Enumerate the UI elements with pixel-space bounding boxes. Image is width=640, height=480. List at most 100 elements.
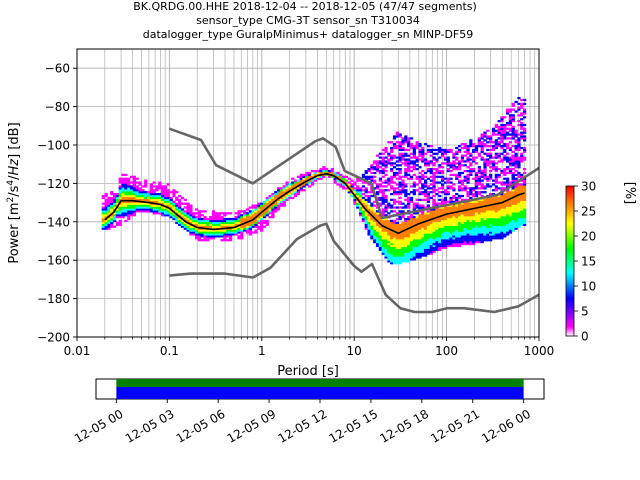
psd-cell (472, 150, 476, 153)
psd-cell (489, 173, 493, 177)
psd-cell (517, 198, 521, 201)
psd-availability-bar (116, 387, 524, 399)
psd-cell (514, 162, 518, 165)
psd-cell (203, 239, 207, 242)
psd-cell (358, 179, 363, 182)
psd-cell (110, 191, 114, 194)
psd-cell (395, 252, 399, 255)
psd-cell (511, 104, 515, 107)
psd-cell (491, 227, 496, 230)
psd-cell (350, 194, 354, 198)
psd-cell (508, 216, 513, 219)
psd-cell (407, 246, 411, 249)
psd-cell (460, 179, 465, 182)
psd-cell (508, 231, 513, 234)
psd-cell (107, 196, 111, 200)
psd-cell (112, 214, 117, 217)
psd-cell (223, 235, 227, 238)
psd-cell (449, 217, 453, 221)
psd-cell (449, 204, 453, 207)
psd-cell (446, 150, 450, 153)
psd-cell (390, 219, 394, 223)
psd-cell (347, 177, 351, 180)
psd-cell (418, 250, 422, 253)
psd-cell (115, 208, 120, 211)
psd-cell (503, 131, 507, 134)
psd-cell (511, 204, 515, 207)
psd-cell (387, 179, 391, 182)
psd-cell (401, 175, 405, 178)
psd-cell (189, 217, 193, 221)
psd-cell (469, 242, 473, 246)
psd-cell (466, 179, 470, 182)
psd-cell (240, 229, 244, 232)
psd-cell (474, 194, 479, 198)
psd-cell (421, 152, 425, 155)
psd-cell (118, 187, 122, 190)
psd-cell (429, 227, 433, 230)
psd-cell (511, 173, 515, 177)
psd-cell (449, 241, 453, 244)
psd-cell (503, 137, 507, 140)
psd-cell (378, 185, 383, 188)
psd-cell (489, 223, 493, 226)
psd-cell (197, 210, 202, 213)
psd-cell (401, 216, 405, 219)
psd-cell (291, 193, 295, 196)
psd-cell (112, 196, 117, 200)
psd-cell (412, 233, 416, 236)
psd-cell (305, 175, 309, 178)
psd-cell (497, 120, 501, 123)
psd-cell (409, 217, 414, 221)
psd-cell (426, 216, 431, 219)
psd-cell (494, 162, 498, 165)
psd-cell (511, 127, 515, 130)
psd-cell (217, 217, 221, 221)
psd-cell (291, 196, 295, 200)
psd-cell (175, 212, 179, 215)
psd-cell (457, 216, 462, 219)
psd-cell (455, 173, 459, 177)
psd-cell (480, 150, 484, 153)
psd-cell (486, 148, 490, 152)
psd-cell (163, 194, 168, 198)
psd-cell (472, 229, 476, 232)
psd-cell (517, 141, 521, 144)
psd-cell (361, 175, 366, 178)
psd-cell (375, 187, 380, 190)
psd-cell (517, 102, 521, 105)
psd-cell (407, 143, 411, 146)
psd-cell (149, 208, 153, 211)
psd-cell (472, 212, 476, 215)
psd-cell (268, 194, 272, 198)
psd-cell (401, 254, 405, 257)
psd-cell (200, 229, 204, 232)
psd-cell (189, 206, 193, 209)
psd-cell (421, 212, 425, 215)
psd-cell (390, 156, 394, 159)
psd-cell (299, 181, 303, 184)
psd-cell (424, 248, 428, 251)
psd-cell (421, 206, 425, 209)
psd-cell (217, 223, 221, 226)
psd-cell (491, 212, 496, 215)
psd-cell (494, 123, 498, 127)
psd-cell (489, 200, 493, 203)
psd-cell (189, 233, 193, 236)
psd-cell (257, 202, 261, 205)
psd-cell (472, 206, 476, 209)
psd-cell (429, 196, 433, 200)
psd-cell (107, 208, 111, 211)
psd-cell (231, 227, 235, 230)
psd-cell (449, 219, 453, 223)
psd-cell (271, 208, 275, 211)
psd-cell (489, 139, 493, 142)
psd-cell (522, 185, 527, 188)
psd-cell (129, 208, 134, 211)
psd-cell (514, 212, 518, 215)
psd-cell (491, 225, 496, 228)
psd-cell (469, 221, 473, 225)
psd-cell (217, 229, 221, 232)
psd-cell (415, 250, 419, 253)
psd-cell (506, 189, 510, 192)
